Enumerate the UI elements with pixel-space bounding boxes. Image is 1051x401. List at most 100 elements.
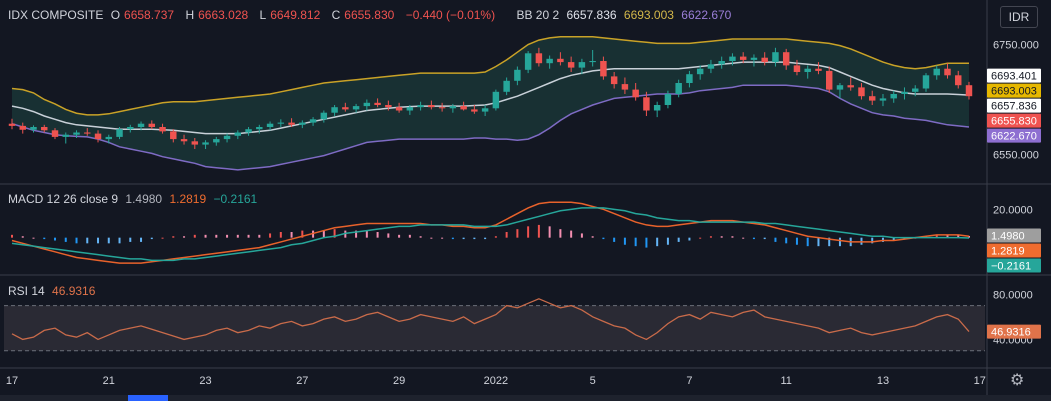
open-value: 6658.737 xyxy=(124,8,175,22)
candle-body xyxy=(288,122,295,125)
candle xyxy=(546,55,553,69)
candle-body xyxy=(460,106,467,110)
macd-hist-bar xyxy=(54,237,57,241)
high-value: 6663.028 xyxy=(198,8,249,22)
candle-body xyxy=(309,119,317,123)
currency-button[interactable]: IDR xyxy=(1000,6,1038,28)
candle-body xyxy=(481,108,489,112)
candle xyxy=(51,128,59,140)
candle xyxy=(342,102,349,112)
candle xyxy=(707,59,715,74)
candle xyxy=(299,120,306,129)
candle-body xyxy=(879,98,887,101)
macd-hist-bar xyxy=(11,234,13,238)
macd-hist-bar xyxy=(107,237,110,244)
macd-hist-bar xyxy=(118,237,121,244)
time-axis-label: 13 xyxy=(877,375,889,387)
candle-body xyxy=(793,65,801,72)
macd-hist-bar xyxy=(752,237,755,240)
candle-body xyxy=(277,122,285,124)
candle xyxy=(686,70,693,88)
candle xyxy=(8,118,16,130)
macd-hist-bar xyxy=(634,237,637,247)
macd-hist-bar xyxy=(140,237,143,242)
candle xyxy=(460,101,467,111)
candle-body xyxy=(191,141,199,145)
candle-body xyxy=(170,131,177,140)
candle-body xyxy=(546,58,553,64)
candle xyxy=(944,63,951,79)
candle-body xyxy=(514,69,521,81)
candle xyxy=(374,98,381,108)
candle-body xyxy=(331,107,338,113)
candle-body xyxy=(868,96,876,101)
candle xyxy=(890,90,897,103)
candle-body xyxy=(804,68,811,72)
macd-hist-bar xyxy=(473,237,476,240)
price-badge: 6693.401 xyxy=(987,68,1041,83)
badge-bg xyxy=(987,83,1041,98)
symbol-name: IDX COMPOSITE xyxy=(8,8,104,22)
candle-body xyxy=(202,142,209,145)
macd-hist-bar xyxy=(419,236,422,238)
candle-body xyxy=(901,91,908,94)
macd-hist-bar xyxy=(666,237,669,245)
macd-hist-bar xyxy=(129,237,132,242)
candle xyxy=(514,66,521,86)
candle-body xyxy=(825,70,833,90)
candle-body xyxy=(428,105,435,108)
macd-hist-bar xyxy=(795,237,798,245)
time-axis-label: 5 xyxy=(590,375,596,387)
badge-bg xyxy=(987,68,1041,83)
rsi-label: RSI 14 xyxy=(8,284,45,298)
macd-hist-bar xyxy=(247,234,250,238)
candle-body xyxy=(836,85,844,90)
macd-hist-bar xyxy=(838,237,841,247)
badge-text: −0.2161 xyxy=(991,261,1031,273)
candle-body xyxy=(503,80,510,92)
badge-text: 6655.830 xyxy=(991,116,1037,128)
candle xyxy=(148,120,156,130)
badge-text: 1.4980 xyxy=(991,231,1025,243)
candle xyxy=(223,133,231,143)
macd-hist-bar xyxy=(365,230,368,238)
macd-hist-bar xyxy=(451,237,454,240)
candle-body xyxy=(653,105,661,111)
candle xyxy=(385,100,392,111)
macd-hist-bar xyxy=(602,237,605,240)
candle-body xyxy=(815,68,822,71)
candle xyxy=(739,52,747,64)
gear-icon[interactable]: ⚙ xyxy=(1010,372,1025,389)
candle-body xyxy=(84,132,91,134)
low-label: L xyxy=(259,8,267,22)
macd-line xyxy=(11,201,970,264)
time-axis-label: 7 xyxy=(686,375,692,387)
candle xyxy=(73,130,80,138)
candle-body xyxy=(675,83,682,94)
macd-hist-bar xyxy=(441,237,444,239)
price-legend: IDX COMPOSITE O 6658.737 H 6663.028 L 6649.… xyxy=(8,8,735,22)
macd-hist-bar xyxy=(946,234,949,238)
candle-body xyxy=(148,123,156,127)
badge-text: 6622.670 xyxy=(991,131,1037,143)
candle xyxy=(331,105,338,116)
active-range-tab[interactable] xyxy=(128,395,168,401)
high-label: H xyxy=(185,8,195,22)
price-tick-label: 6550.000 xyxy=(993,150,1039,162)
macd-hist-bar xyxy=(699,237,702,239)
candle-body xyxy=(761,57,768,63)
macd-hist-bar xyxy=(559,229,562,238)
candle-body xyxy=(729,56,736,61)
candle xyxy=(535,47,543,67)
macd-hist-bar xyxy=(742,237,745,239)
macd-hist-bar xyxy=(462,237,465,240)
candle-body xyxy=(19,125,26,130)
time-axis-label: 17 xyxy=(974,375,986,387)
candle xyxy=(600,56,607,80)
macd-hist-bar xyxy=(204,234,207,238)
macd-hist-value: 1.4980 xyxy=(125,192,163,206)
candle xyxy=(858,83,865,100)
candle-body xyxy=(159,127,166,132)
candle-body xyxy=(30,127,37,130)
